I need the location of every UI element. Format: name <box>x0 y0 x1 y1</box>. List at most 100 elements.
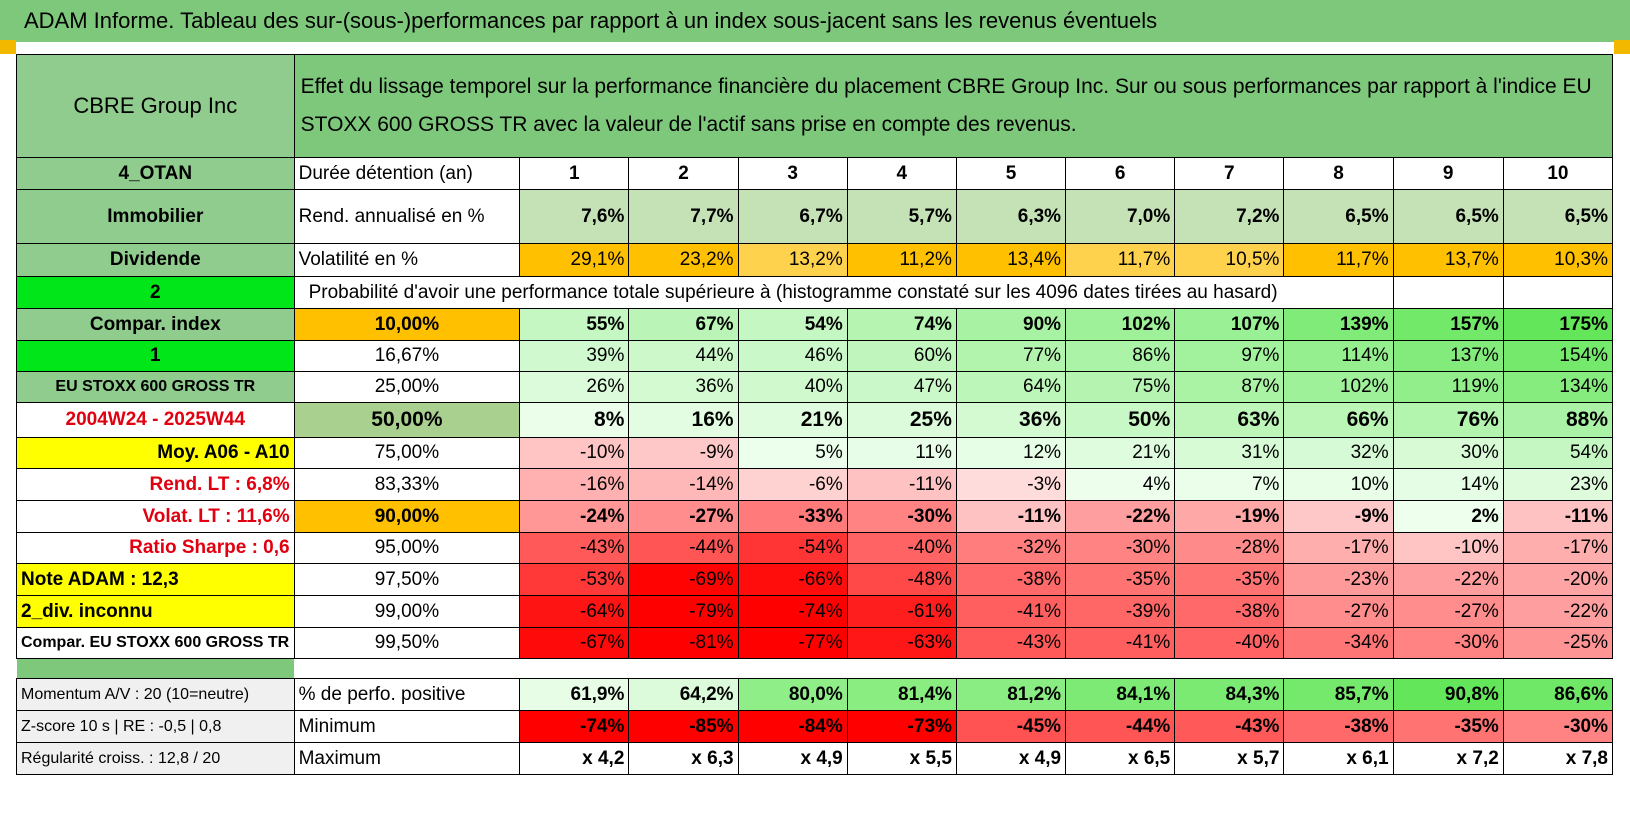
footer-min-cell: -45% <box>955 710 1067 743</box>
volatility-cell: 13,4% <box>955 243 1067 277</box>
footer-label-positive: % de perfo. positive <box>293 678 521 711</box>
probability-value-cell: -43% <box>519 532 630 564</box>
asset-name: CBRE Group Inc <box>16 54 295 158</box>
footer-row-min: Z-score 10 s | RE : -0,5 | 0,8 Minimum -74… <box>16 710 1614 743</box>
probability-value-cell: -30% <box>846 500 957 533</box>
probability-value-cell: -35% <box>1174 563 1285 596</box>
probability-row: Note ADAM : 12,3 97,50% -53% -69% -66% -48% -3… <box>16 563 1614 596</box>
probability-value-cell: 8% <box>519 402 630 438</box>
footer-positive-cell: 86,6% <box>1502 678 1614 711</box>
selector-two[interactable]: 2 <box>16 276 295 309</box>
percentile-cell: 75,00% <box>293 437 521 469</box>
probability-row: Compar. index 10,00% 55% 67% 54% 74% 90% 102% 10… <box>16 308 1614 341</box>
probability-value-cell: -33% <box>737 500 848 533</box>
probability-value-cell: 21% <box>737 402 848 438</box>
probability-value-cell: 75% <box>1065 371 1176 403</box>
probability-value-cell: -22% <box>1502 595 1614 628</box>
probability-value-cell: 31% <box>1174 437 1285 469</box>
probability-value-cell: -10% <box>519 437 630 469</box>
footer-min-cell: -38% <box>1283 710 1394 743</box>
probability-value-cell: -63% <box>846 627 957 659</box>
probability-value-cell: -35% <box>1065 563 1176 596</box>
annual-return-cell: 5,7% <box>846 189 957 244</box>
probability-value-cell: -11% <box>846 468 957 501</box>
footer-max-cell: x 6,1 <box>1283 742 1394 775</box>
percentile-cell: 50,00% <box>293 402 521 438</box>
probability-row: EU STOXX 600 GROSS TR 25,00% 26% 36% 40% 47% 6… <box>16 371 1614 403</box>
probability-value-cell: -19% <box>1174 500 1285 533</box>
probability-value-cell: 30% <box>1392 437 1504 469</box>
probability-value-cell: -11% <box>955 500 1067 533</box>
footer-max-cell: x 7,8 <box>1502 742 1614 775</box>
footer-positive-cell: 84,1% <box>1065 678 1176 711</box>
footer-label-min: Minimum <box>293 710 521 743</box>
side-label-index-name: EU STOXX 600 GROSS TR <box>16 371 295 403</box>
footer-side-zscore: Z-score 10 s | RE : -0,5 | 0,8 <box>16 710 295 743</box>
table-description: Effet du lissage temporel sur la perform… <box>293 54 1614 158</box>
side-label-rend-lt: Rend. LT : 6,8% <box>16 468 295 501</box>
year-header-cell: 2 <box>628 157 739 190</box>
probability-value-cell: -23% <box>1283 563 1394 596</box>
probability-value-cell: -64% <box>519 595 630 628</box>
footer-positive-cell: 81,4% <box>846 678 957 711</box>
probability-value-cell: 134% <box>1502 371 1614 403</box>
probability-value-cell: -74% <box>737 595 848 628</box>
probability-value-cell: 12% <box>955 437 1067 469</box>
spacer-row <box>16 658 1613 679</box>
side-label-volat-lt: Volat. LT : 11,6% <box>16 500 295 533</box>
year-header-cell: 10 <box>1502 157 1614 190</box>
footer-row-positive: Momentum A/V : 20 (10=neutre)% de perfo.… <box>16 678 1614 711</box>
percentile-cell: 99,00% <box>293 595 521 628</box>
probability-value-cell: -54% <box>737 532 848 564</box>
volatility-cell: 29,1% <box>519 243 630 277</box>
volatility-label: Volatilité en % <box>293 243 521 277</box>
probability-value-cell: 21% <box>1065 437 1176 469</box>
footer-min-cell: -85% <box>628 710 739 743</box>
probability-value-cell: 137% <box>1392 340 1504 372</box>
footer-positive-cell: 61,9% <box>519 678 630 711</box>
annual-return-cell: 6,5% <box>1392 189 1504 244</box>
probability-value-cell: -81% <box>628 627 739 659</box>
probability-value-cell: -9% <box>1283 500 1394 533</box>
footer-positive-cell: 84,3% <box>1174 678 1285 711</box>
probability-value-cell: 55% <box>519 308 630 341</box>
probability-value-cell: 10% <box>1283 468 1394 501</box>
probability-value-cell: -11% <box>1502 500 1614 533</box>
probability-value-cell: -17% <box>1502 532 1614 564</box>
probability-value-cell: -20% <box>1502 563 1614 596</box>
volatility-cell: 23,2% <box>628 243 739 277</box>
footer-positive-cell: 90,8% <box>1392 678 1504 711</box>
footer-min-cell: -84% <box>737 710 848 743</box>
probability-value-cell: -40% <box>846 532 957 564</box>
footer-side-momentum: Momentum A/V : 20 (10=neutre) <box>16 678 295 711</box>
percentile-cell: 16,67% <box>293 340 521 372</box>
right-corner-marker <box>1614 40 1630 54</box>
left-corner-marker <box>0 40 16 54</box>
volatility-cell: 11,7% <box>1065 243 1176 277</box>
percentile-cell: 97,50% <box>293 563 521 596</box>
probability-value-cell: 40% <box>737 371 848 403</box>
volatility-row: Dividende Volatilité en % 29,1% 23,2% 13,2… <box>16 243 1614 277</box>
footer-max-cell: x 7,2 <box>1392 742 1504 775</box>
probability-value-cell: -69% <box>628 563 739 596</box>
probability-value-cell: 97% <box>1174 340 1285 372</box>
probability-value-cell: 154% <box>1502 340 1614 372</box>
probability-value-cell: -22% <box>1392 563 1504 596</box>
side-label-note: Note ADAM : 12,3 <box>16 563 295 596</box>
probability-row: 2004W24 - 2025W44 50,00% 8% 16% 21% 25% 36% 50%… <box>16 402 1614 438</box>
probability-value-cell: -30% <box>1392 627 1504 659</box>
probability-value-cell: 157% <box>1392 308 1504 341</box>
probability-value-cell: -34% <box>1283 627 1394 659</box>
probability-value-cell: 25% <box>846 402 957 438</box>
probability-value-cell: -61% <box>846 595 957 628</box>
probability-value-cell: 63% <box>1174 402 1285 438</box>
year-header-cell: 3 <box>737 157 848 190</box>
footer-min-cell: -35% <box>1392 710 1504 743</box>
probability-value-cell: -40% <box>1174 627 1285 659</box>
probability-value-cell: -17% <box>1283 532 1394 564</box>
side-label-one[interactable]: 1 <box>16 340 295 372</box>
footer-max-cell: x 5,5 <box>846 742 957 775</box>
percentile-cell: 99,50% <box>293 627 521 659</box>
footer-side-regularite: Régularité croiss. : 12,8 / 20 <box>16 742 295 775</box>
performance-table: CBRE Group Inc Effet du lissage temporel… <box>16 54 1614 775</box>
